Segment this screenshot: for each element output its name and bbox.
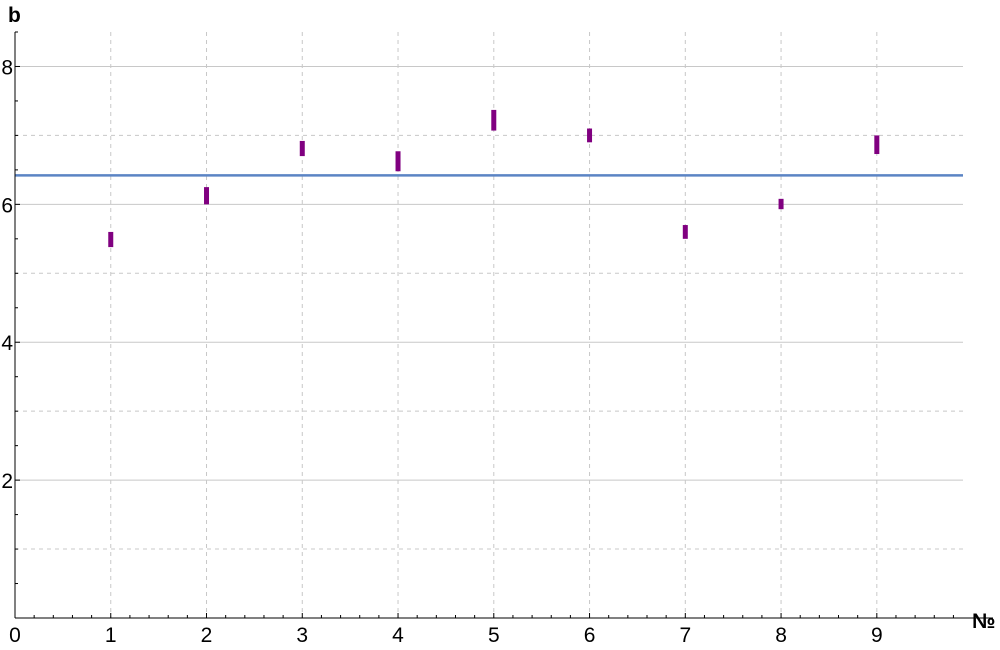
data-points [108, 109, 880, 248]
y-tick-label: 2 [1, 470, 13, 493]
x-tick-label: 1 [105, 624, 117, 647]
y-axis-title: b [8, 4, 21, 27]
grid [15, 32, 963, 618]
data-point-bar [874, 135, 880, 155]
data-point-bar [491, 109, 497, 131]
y-tick-label: 4 [1, 332, 13, 355]
x-tick-label: 3 [296, 624, 308, 647]
data-point-bar [587, 128, 593, 143]
x-tick-label: 6 [584, 624, 596, 647]
x-tick-label: 0 [9, 624, 21, 647]
x-tick-label: 9 [871, 624, 883, 647]
data-point-bar [778, 198, 784, 210]
data-point-bar [682, 225, 688, 239]
x-tick-label: 4 [392, 624, 404, 647]
data-point-bar [108, 231, 114, 248]
y-tick-label: 6 [1, 194, 13, 217]
data-point-bar [395, 151, 401, 172]
data-point-bar [204, 187, 210, 205]
tick-labels: 0 1 2 3 4 5 6 7 8 9 2 4 6 8 [1, 56, 882, 647]
x-axis-title: № [972, 610, 995, 633]
x-tick-label: 2 [201, 624, 213, 647]
x-tick-label: 8 [775, 624, 787, 647]
data-point-bar [299, 140, 305, 157]
axes [14, 31, 993, 619]
x-tick-label: 5 [488, 624, 500, 647]
x-tick-label: 7 [679, 624, 691, 647]
y-tick-label: 8 [1, 56, 13, 79]
